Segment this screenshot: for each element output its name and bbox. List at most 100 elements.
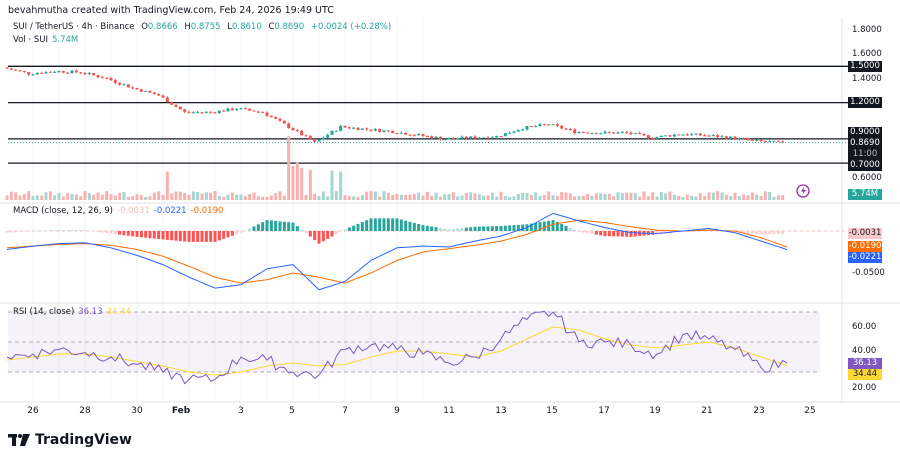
- volume-bar: [733, 192, 737, 200]
- macd-histogram-bar: [9, 231, 13, 233]
- volume-bar: [685, 194, 689, 200]
- volume-bar: [291, 166, 295, 200]
- candle: [542, 124, 546, 126]
- volume-bar: [512, 196, 516, 200]
- volume-bar: [378, 196, 382, 200]
- macd-histogram-bar: [347, 227, 351, 231]
- candle: [486, 137, 490, 139]
- volume-bar: [252, 192, 256, 200]
- volume-bar: [421, 195, 425, 200]
- last-price-tag: 0.8690: [848, 138, 882, 149]
- volume-bar: [352, 196, 356, 200]
- volume-bar: [152, 192, 156, 200]
- volume-bar: [256, 196, 260, 200]
- macd-histogram-bar: [239, 231, 243, 233]
- candle: [620, 132, 624, 134]
- volume-bar: [460, 195, 464, 200]
- macd-histogram-bar: [655, 231, 659, 235]
- macd-histogram-bar: [664, 231, 668, 234]
- candle: [226, 108, 230, 112]
- volume-bar: [282, 195, 286, 200]
- macd-histogram-bar: [382, 218, 386, 231]
- candle: [200, 112, 204, 114]
- macd-histogram-bar: [57, 230, 61, 231]
- macd-histogram-bar: [568, 227, 572, 231]
- candle: [274, 117, 278, 119]
- macd-histogram-bar: [196, 231, 200, 242]
- macd-histogram-bar: [291, 222, 295, 231]
- candle: [607, 131, 611, 133]
- candle: [664, 135, 668, 137]
- volume-bar: [313, 193, 317, 200]
- symbol-title[interactable]: SUI / TetherUS · 4h · Binance: [13, 22, 135, 32]
- candle: [555, 124, 559, 126]
- macd-histogram-bar: [612, 231, 616, 237]
- candle: [321, 137, 325, 140]
- macd-histogram-bar: [451, 228, 455, 231]
- volume-bar: [486, 195, 490, 200]
- rsi-ma-line: [6, 326, 788, 376]
- macd-legend[interactable]: MACD (close, 12, 26, 9) -0.0031 -0.0221 -0.…: [13, 206, 227, 217]
- macd-histogram-bar: [516, 224, 520, 231]
- rsi-legend[interactable]: RSI (14, close) 36.13 34.44: [13, 307, 135, 318]
- candle: [31, 74, 35, 76]
- volume-bar: [434, 192, 438, 200]
- candle: [135, 87, 139, 90]
- candle: [139, 89, 143, 92]
- volume-bar: [776, 195, 780, 200]
- volume-bar: [629, 192, 633, 200]
- candle: [53, 71, 57, 73]
- macd-histogram-bar: [508, 225, 512, 231]
- macd-histogram-bar: [555, 222, 559, 231]
- macd-histogram-bar: [295, 226, 299, 231]
- macd-histogram-bar: [360, 222, 364, 231]
- volume-bar: [681, 196, 685, 200]
- candle: [187, 111, 191, 113]
- volume-bar: [399, 194, 403, 200]
- signal-tag: -0.0190: [848, 241, 882, 252]
- volume-bar: [57, 193, 61, 200]
- macd-histogram-bar: [603, 231, 607, 237]
- macd-histogram-bar: [278, 221, 282, 231]
- candle: [759, 140, 763, 142]
- volume-bar: [477, 194, 481, 200]
- volume-bar: [642, 191, 646, 200]
- volume-bar: [5, 195, 9, 200]
- macd-histogram-bar: [191, 231, 195, 242]
- macd-histogram-bar: [373, 218, 377, 231]
- candle: [577, 131, 581, 134]
- tradingview-logo[interactable]: TradingView: [8, 432, 132, 448]
- macd-histogram-bar: [395, 218, 399, 231]
- x-axis-label: 11: [443, 406, 455, 416]
- macd-histogram-bar: [490, 226, 494, 231]
- candle: [443, 139, 447, 141]
- volume-bar: [44, 192, 48, 200]
- volume-bar: [568, 193, 572, 200]
- macd-histogram-bar: [148, 231, 152, 239]
- x-axis-label: 3: [238, 406, 244, 416]
- candle: [18, 70, 22, 72]
- candle: [256, 111, 260, 113]
- candle: [408, 134, 412, 136]
- volume-bar: [581, 196, 585, 200]
- candle: [248, 108, 252, 111]
- volume-bar: [620, 193, 624, 200]
- macd-histogram-bar: [18, 231, 22, 232]
- volume-bar: [239, 194, 243, 200]
- macd-histogram-bar: [763, 231, 767, 235]
- volume-bar: [473, 193, 477, 200]
- volume-bar: [668, 191, 672, 200]
- volume-tag: 5.74M: [848, 189, 882, 200]
- macd-hist-value: -0.0031: [116, 206, 150, 216]
- macd-histogram-bar: [521, 224, 525, 231]
- volume-bar: [9, 191, 13, 200]
- volume-bar: [326, 196, 330, 200]
- low-value: L0.8610: [227, 22, 262, 32]
- candle: [48, 71, 52, 73]
- macd-histogram-bar: [586, 231, 590, 234]
- macd-histogram-bar: [534, 222, 538, 231]
- x-axis-label: 26: [27, 406, 39, 416]
- candle: [733, 136, 737, 140]
- macd-histogram-bar: [317, 231, 321, 244]
